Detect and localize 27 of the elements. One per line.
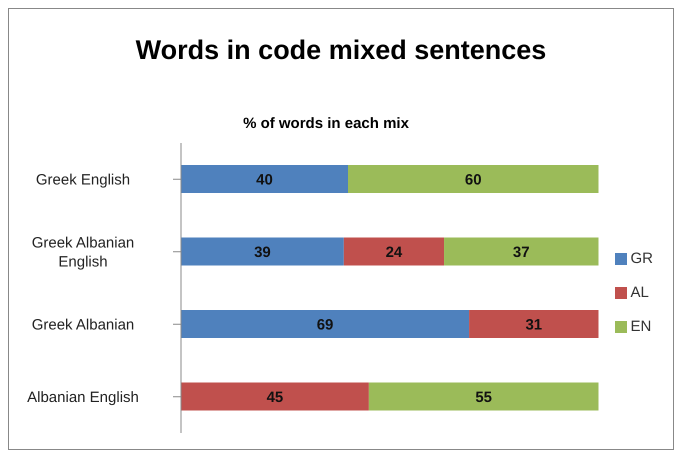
data-label: 24 — [386, 244, 403, 261]
legend-label: AL — [630, 284, 649, 301]
legend-label: EN — [630, 318, 652, 335]
bar — [469, 310, 598, 338]
bar — [181, 310, 470, 338]
data-label: 55 — [475, 388, 492, 406]
data-label: 31 — [525, 316, 542, 334]
bar — [181, 382, 369, 410]
bar — [344, 238, 444, 266]
y-tick-label: Greek Albanian — [32, 316, 134, 333]
data-label: 39 — [254, 244, 271, 261]
bar — [368, 382, 598, 410]
bar — [444, 238, 598, 266]
bar — [181, 238, 344, 266]
data-label: 69 — [316, 316, 334, 334]
y-tick-label: Greek English — [36, 170, 130, 188]
legend-label: GR — [630, 250, 653, 267]
bar — [348, 165, 598, 193]
data-label: 60 — [464, 171, 482, 188]
bar — [181, 165, 348, 193]
data-label: 37 — [512, 244, 530, 261]
chart-title: Words in code mixed sentences — [134, 35, 548, 67]
y-tick-label: Albanian English — [27, 388, 139, 406]
y-tick-label: Greek Albanian English — [32, 234, 134, 270]
data-label: 45 — [266, 388, 284, 406]
chart-subtitle: % of words in each mix — [242, 115, 410, 134]
data-label: 40 — [256, 171, 273, 188]
